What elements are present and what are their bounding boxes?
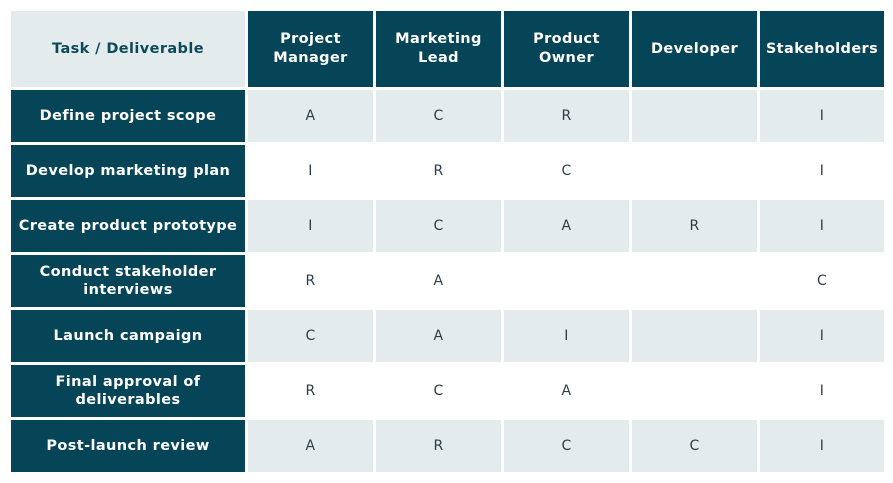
role-header-line1: Product <box>533 31 600 47</box>
task-label: Launch campaign <box>11 310 245 362</box>
raci-cell <box>632 145 757 197</box>
task-label-line2: deliverables <box>75 392 181 408</box>
task-label-line1: Develop marketing plan <box>25 163 231 179</box>
role-header-stakeholders: Stakeholders <box>760 11 884 87</box>
raci-cell: C <box>504 145 629 197</box>
raci-cell: I <box>760 145 884 197</box>
raci-cell: R <box>376 420 501 472</box>
role-header-project-manager: Project Manager <box>248 11 373 87</box>
raci-cell: A <box>248 420 373 472</box>
raci-cell: C <box>504 420 629 472</box>
raci-cell <box>632 255 757 307</box>
raci-cell: C <box>760 255 884 307</box>
raci-cell: I <box>760 420 884 472</box>
table-row: Define project scope A C R I <box>11 90 884 142</box>
table-row: Final approval of deliverables R C A I <box>11 365 884 417</box>
task-label-line1: Final approval of <box>55 374 201 390</box>
raci-cell <box>632 310 757 362</box>
raci-cell: R <box>248 255 373 307</box>
table-row: Launch campaign C A I I <box>11 310 884 362</box>
raci-cell: A <box>376 310 501 362</box>
table-row: Develop marketing plan I R C I <box>11 145 884 197</box>
role-header-line1: Stakeholders <box>765 40 879 57</box>
raci-cell: I <box>760 365 884 417</box>
task-label-line1: Create product prototype <box>18 218 238 234</box>
role-header-line2: Lead <box>418 50 459 66</box>
raci-cell: C <box>376 90 501 142</box>
task-label: Post-launch review <box>11 420 245 472</box>
role-header-marketing-lead: Marketing Lead <box>376 11 501 87</box>
task-label-line2: interviews <box>83 282 173 298</box>
table-row: Create product prototype I C A R I <box>11 200 884 252</box>
task-label: Create product prototype <box>11 200 245 252</box>
table-row: Post-launch review A R C C I <box>11 420 884 472</box>
task-label: Conduct stakeholder interviews <box>11 255 245 307</box>
raci-cell: C <box>376 365 501 417</box>
role-header-line1: Marketing <box>395 31 482 47</box>
task-label-line1: Define project scope <box>39 108 217 124</box>
raci-cell: R <box>632 200 757 252</box>
raci-cell: I <box>760 200 884 252</box>
task-deliverable-header: Task / Deliverable <box>11 11 245 87</box>
task-label-line1: Conduct stakeholder <box>39 264 217 280</box>
raci-cell <box>632 90 757 142</box>
raci-cell: I <box>504 310 629 362</box>
raci-cell: A <box>504 365 629 417</box>
raci-cell: C <box>248 310 373 362</box>
raci-cell: I <box>248 200 373 252</box>
raci-cell: A <box>376 255 501 307</box>
raci-cell: I <box>760 90 884 142</box>
task-label: Final approval of deliverables <box>11 365 245 417</box>
raci-cell: I <box>248 145 373 197</box>
task-label-line1: Post-launch review <box>46 438 210 454</box>
table-row: Conduct stakeholder interviews R A C <box>11 255 884 307</box>
role-header-line1: Project <box>280 31 341 47</box>
raci-cell: A <box>248 90 373 142</box>
raci-cell: C <box>376 200 501 252</box>
raci-cell <box>504 255 629 307</box>
role-header-product-owner: Product Owner <box>504 11 629 87</box>
task-label: Define project scope <box>11 90 245 142</box>
raci-cell: R <box>504 90 629 142</box>
role-header-line1: Developer <box>650 40 739 57</box>
raci-cell: R <box>248 365 373 417</box>
task-label-line1: Launch campaign <box>53 328 203 344</box>
raci-cell: C <box>632 420 757 472</box>
raci-matrix-table: Task / Deliverable Project Manager Market… <box>8 8 887 475</box>
role-header-developer: Developer <box>632 11 757 87</box>
raci-cell: R <box>376 145 501 197</box>
task-label: Develop marketing plan <box>11 145 245 197</box>
raci-cell: I <box>760 310 884 362</box>
raci-cell <box>632 365 757 417</box>
raci-cell: A <box>504 200 629 252</box>
header-row: Task / Deliverable Project Manager Market… <box>11 11 884 87</box>
role-header-line2: Manager <box>273 50 348 66</box>
role-header-line2: Owner <box>538 50 595 66</box>
